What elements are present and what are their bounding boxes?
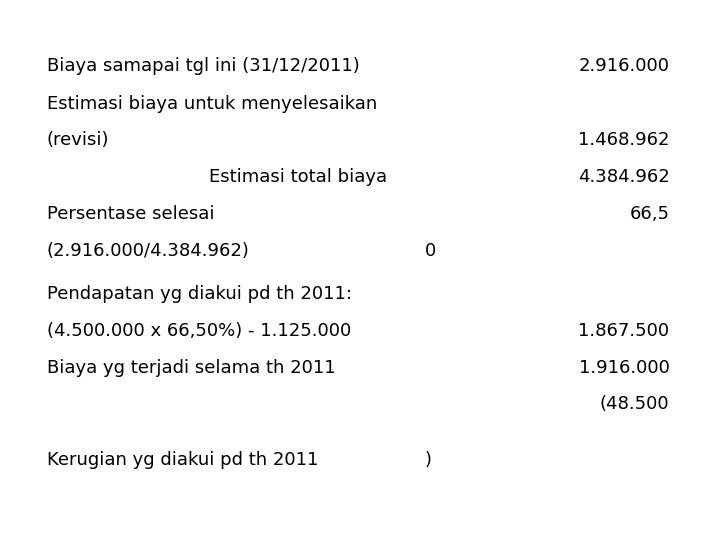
Text: Pendapatan yg diakui pd th 2011:: Pendapatan yg diakui pd th 2011:	[47, 285, 352, 303]
Text: Biaya yg terjadi selama th 2011: Biaya yg terjadi selama th 2011	[47, 359, 336, 377]
Text: (4.500.000 x 66,50%) - 1.125.000: (4.500.000 x 66,50%) - 1.125.000	[47, 322, 351, 340]
Text: 2.916.000: 2.916.000	[579, 57, 670, 75]
Text: Biaya samapai tgl ini (31/12/2011): Biaya samapai tgl ini (31/12/2011)	[47, 57, 359, 75]
Text: Kerugian yg diakui pd th 2011: Kerugian yg diakui pd th 2011	[47, 451, 318, 469]
Text: (2.916.000/4.384.962): (2.916.000/4.384.962)	[47, 241, 250, 260]
Text: ): )	[425, 451, 432, 469]
Text: 1.468.962: 1.468.962	[578, 131, 670, 150]
Text: (48.500: (48.500	[600, 395, 670, 414]
Text: Persentase selesai: Persentase selesai	[47, 205, 215, 223]
Text: 1.867.500: 1.867.500	[578, 322, 670, 340]
Text: (revisi): (revisi)	[47, 131, 109, 150]
Text: 0: 0	[425, 241, 436, 260]
Text: Estimasi biaya untuk menyelesaikan: Estimasi biaya untuk menyelesaikan	[47, 94, 377, 113]
Text: 66,5: 66,5	[629, 205, 670, 223]
Text: Estimasi total biaya: Estimasi total biaya	[209, 168, 387, 186]
Text: 4.384.962: 4.384.962	[578, 168, 670, 186]
Text: 1.916.000: 1.916.000	[579, 359, 670, 377]
